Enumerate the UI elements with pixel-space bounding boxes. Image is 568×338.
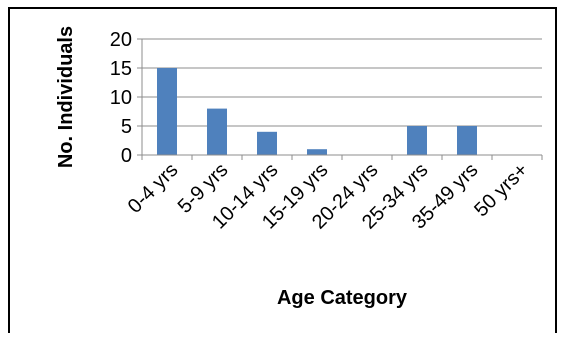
bar	[307, 149, 327, 155]
y-tick-labels: 0 5 10 15 20	[110, 29, 132, 167]
x-axis-title: Age Category	[277, 287, 408, 309]
bar	[457, 126, 477, 155]
bar	[207, 108, 227, 155]
y-tick-label: 20	[110, 29, 132, 51]
y-tick-label: 10	[110, 87, 132, 109]
bar-series	[157, 68, 477, 155]
y-tick-label: 0	[121, 145, 132, 167]
bar	[157, 68, 177, 155]
y-axis-title: No. Individuals	[55, 26, 77, 168]
y-tick-label: 5	[121, 116, 132, 138]
gridlines	[142, 38, 542, 127]
chart-frame	[8, 7, 557, 333]
x-tick-label: 50 yrs+	[470, 159, 532, 221]
bar	[257, 131, 277, 155]
bar	[407, 126, 427, 155]
axes	[137, 38, 543, 160]
y-tick-label: 15	[110, 58, 132, 80]
x-tick-label: 0-4 yrs	[124, 159, 183, 218]
